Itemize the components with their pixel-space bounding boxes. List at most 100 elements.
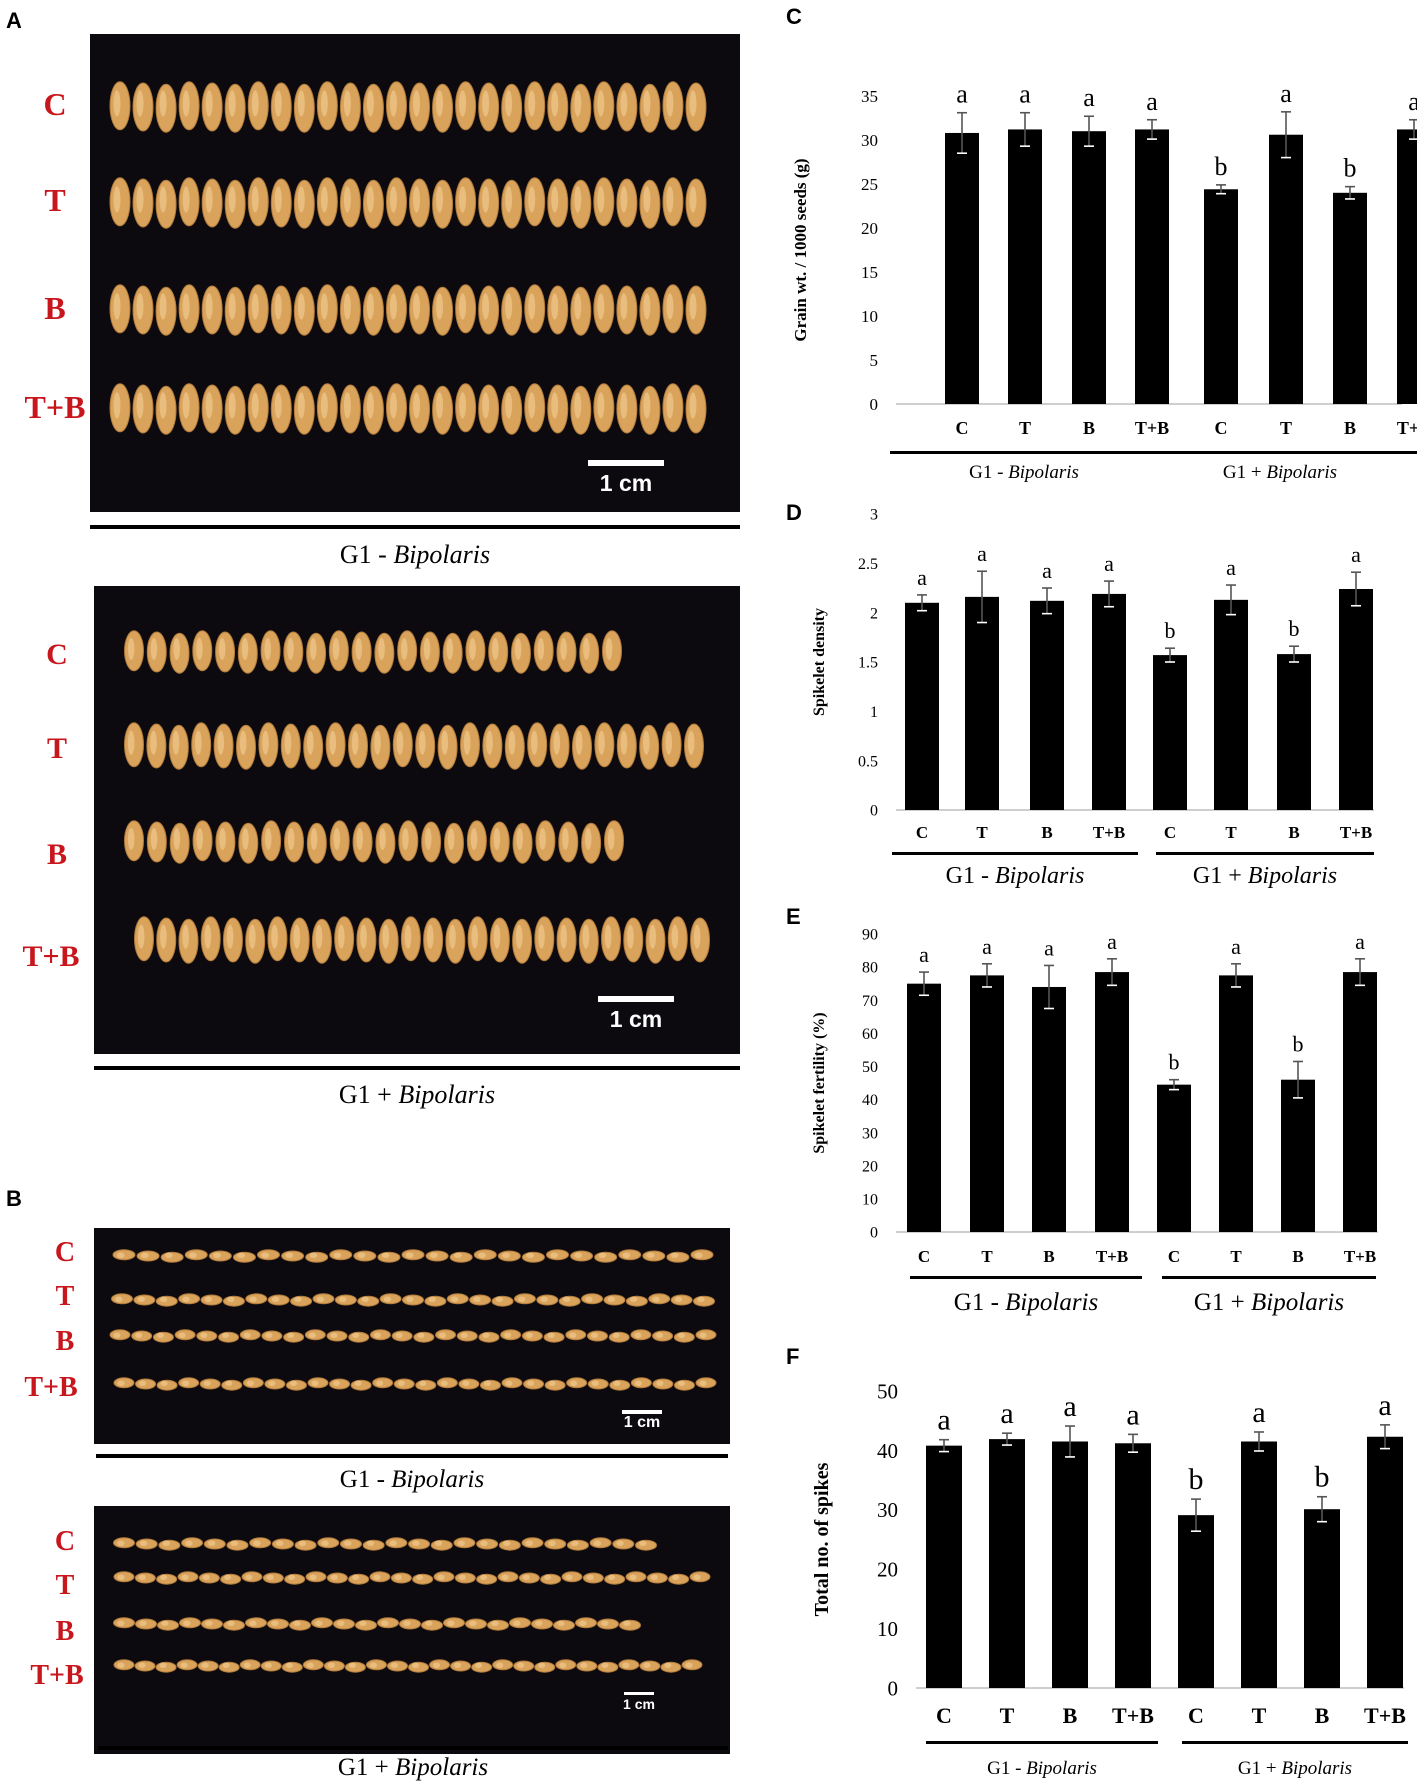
row-label-t: T	[55, 1281, 75, 1312]
scale-bar	[598, 996, 674, 1002]
seed-highlight	[584, 828, 592, 850]
significance-letter: a	[919, 942, 929, 967]
seed-highlight	[333, 1252, 342, 1258]
y-tick-label: 10	[861, 307, 878, 326]
seed-highlight	[634, 1380, 642, 1386]
seed-highlight	[366, 1540, 375, 1546]
seed-highlight	[459, 293, 467, 320]
seed-highlight	[137, 1296, 145, 1302]
seed-highlight	[557, 1620, 565, 1626]
seed-highlight	[457, 1540, 465, 1546]
seed-highlight	[274, 186, 282, 213]
x-tick-label: B	[1043, 1247, 1054, 1266]
significance-letter: a	[1063, 1390, 1076, 1423]
seed-highlight	[569, 1332, 577, 1338]
seed-highlight	[222, 1332, 230, 1338]
y-tick-label: 60	[862, 1026, 878, 1043]
seed-highlight	[620, 392, 628, 419]
seed-highlight	[150, 828, 158, 850]
seed-highlight	[222, 1662, 230, 1668]
seed-highlight	[285, 1252, 294, 1258]
seed-highlight	[425, 1620, 433, 1626]
x-tick-label: T	[1019, 418, 1031, 438]
group-label: G1 + Bipolaris	[1238, 1758, 1352, 1779]
seed-highlight	[182, 1296, 190, 1302]
seed-highlight	[616, 1540, 624, 1546]
seed-highlight	[183, 1620, 191, 1626]
seed-highlight	[670, 1252, 679, 1258]
y-tick-label: 30	[861, 131, 878, 150]
seed-highlight	[241, 638, 249, 660]
scale-bar-label: 1 cm	[623, 1696, 655, 1712]
y-tick-label: 15	[861, 263, 878, 282]
seed-highlight	[117, 1662, 125, 1668]
y-tick-label: 20	[861, 219, 878, 238]
y-tick-label: 1.5	[858, 655, 878, 672]
seed-highlight	[327, 1662, 335, 1668]
significance-letter: a	[917, 565, 927, 590]
bar	[1219, 975, 1253, 1232]
y-tick-label: 2.5	[858, 556, 878, 573]
seed-highlight	[495, 1296, 504, 1302]
seed-highlight	[643, 392, 651, 419]
seed-highlight	[482, 186, 490, 213]
seed-highlight	[261, 1252, 270, 1258]
seed-highlight	[202, 1574, 210, 1580]
seed-highlight	[447, 1620, 455, 1626]
seed-highlight	[389, 186, 397, 213]
seed-highlight	[205, 186, 213, 213]
significance-letter: a	[982, 934, 992, 959]
seed-highlight	[526, 1252, 534, 1258]
seed-highlight	[416, 1574, 424, 1580]
seed-highlight	[402, 828, 409, 850]
seed-highlight	[423, 638, 431, 660]
seed-highlight	[462, 1380, 470, 1386]
seed-highlight	[538, 1662, 546, 1668]
seed-highlight	[348, 1662, 356, 1668]
seed-highlight	[612, 1332, 620, 1338]
x-tick-label: T+B	[1112, 1703, 1154, 1728]
seed-highlight	[475, 1662, 483, 1668]
seed-highlight	[320, 293, 328, 320]
seed-highlight	[426, 924, 434, 949]
seed-highlight	[665, 730, 673, 755]
seed-highlight	[671, 924, 679, 949]
seed-highlight	[551, 392, 559, 419]
seed-highlight	[139, 1380, 147, 1386]
x-tick-label: T+B	[1344, 1247, 1376, 1266]
seed-highlight	[116, 1252, 125, 1258]
seed-highlight	[501, 1574, 509, 1580]
error-bar	[1345, 185, 1355, 200]
y-tick-label: 50	[862, 1059, 878, 1076]
seed-highlight	[550, 1252, 559, 1258]
y-axis-label: Total no. of spikes	[811, 1462, 833, 1616]
seed-highlight	[620, 90, 628, 117]
seed-highlight	[265, 1332, 273, 1338]
seed-highlight	[586, 1574, 594, 1580]
seed-highlight	[337, 924, 345, 949]
seed-highlight	[560, 638, 567, 660]
seed-highlight	[113, 293, 121, 320]
seed-highlight	[629, 1574, 637, 1580]
seed-highlight	[224, 1574, 232, 1580]
seed-highlight	[113, 186, 121, 213]
seed-highlight	[297, 90, 305, 117]
seed-highlight	[343, 186, 351, 213]
bar	[1339, 588, 1373, 810]
seed-highlight	[274, 293, 282, 320]
seed-highlight	[652, 1296, 660, 1302]
seed-rows-a1	[109, 81, 707, 435]
group-underline	[1156, 852, 1374, 855]
seed-highlight	[433, 1662, 441, 1668]
seed-highlight	[228, 293, 236, 320]
seed-highlight	[200, 1332, 208, 1338]
seed-highlight	[139, 1540, 148, 1546]
seed-highlight	[571, 1540, 579, 1546]
seed-highlight	[643, 186, 651, 213]
seed-highlight	[458, 1574, 466, 1580]
seed-highlight	[656, 1332, 664, 1338]
seed-highlight	[643, 1662, 651, 1668]
seed-highlight	[343, 392, 351, 419]
seed-highlight	[115, 1296, 123, 1302]
row-label-t: T	[55, 1570, 75, 1601]
